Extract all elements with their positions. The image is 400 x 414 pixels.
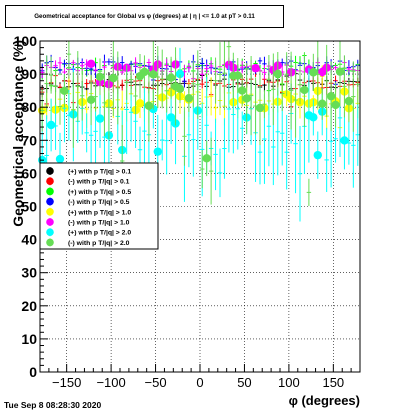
legend-entry: (+) with p T/|q| > 0.1: [68, 169, 131, 176]
data-point: [313, 150, 322, 160]
data-point: [140, 67, 149, 77]
legend-marker: [46, 197, 54, 206]
y-tick-label: 50: [21, 199, 37, 215]
y-tick-label: 90: [21, 66, 37, 82]
x-tick-label: 150: [322, 375, 344, 390]
chart-title: Geometrical acceptance for Global vs φ (…: [5, 5, 284, 28]
y-tick-label: 40: [21, 232, 37, 248]
data-point: [46, 120, 56, 130]
data-point: [86, 95, 96, 105]
data-point: [166, 73, 176, 82]
legend-marker: [46, 177, 54, 185]
data-point: [95, 114, 105, 123]
x-tick-label: −150: [52, 375, 81, 390]
data-point: [184, 93, 194, 103]
x-tick-label: 0: [196, 375, 203, 390]
legend-marker: [46, 238, 54, 247]
legend: [39, 162, 159, 250]
timestamp: Tue Sep 8 08:28:30 2020: [4, 400, 102, 410]
data-point: [326, 92, 336, 101]
data-point: [238, 86, 247, 95]
y-tick-label: 80: [21, 99, 37, 115]
legend-entry: (-) with p T/|q| > 0.1: [68, 179, 130, 186]
data-point: [109, 73, 118, 83]
legend-entry: (+) with p T/|q| > 1.0: [68, 209, 131, 216]
data-point: [318, 99, 327, 108]
x-tick-label: −100: [96, 375, 125, 390]
data-point: [55, 154, 65, 164]
y-tick-label: 20: [21, 298, 37, 314]
data-point: [344, 96, 354, 106]
data-point: [86, 59, 96, 69]
x-tick-label: 100: [278, 375, 300, 390]
y-tick-label: 30: [21, 265, 37, 281]
legend-entry: (-) with p T/|q| > 0.5: [68, 199, 130, 206]
legend-entry: (+) with p T/|q| > 0.5: [68, 189, 131, 196]
data-point: [202, 154, 211, 163]
legend-marker: [46, 187, 54, 196]
data-point: [166, 113, 176, 122]
data-point: [153, 147, 162, 156]
data-point: [273, 69, 282, 79]
data-point: [251, 63, 260, 73]
y-tick-label: 0: [29, 364, 37, 380]
y-tick-label: 70: [21, 132, 37, 148]
legend-entry: (-) with p T/|q| > 1.0: [68, 220, 130, 227]
data-point: [331, 100, 340, 110]
data-point: [309, 68, 318, 77]
y-axis-label: Geometrical acceptance (%): [10, 40, 26, 227]
legend-entry: (+) with p T/|q| > 2.0: [68, 230, 131, 237]
data-point: [149, 70, 158, 79]
data-point: [255, 103, 265, 113]
data-point: [175, 84, 185, 93]
data-point: [95, 72, 105, 81]
data-point: [300, 85, 309, 95]
legend-marker: [46, 208, 54, 216]
legend-marker: [46, 228, 54, 236]
x-axis-label: φ (degrees): [289, 393, 360, 408]
data-point: [233, 71, 242, 80]
data-point: [340, 136, 349, 145]
legend-marker: [46, 218, 54, 226]
legend-entry: (-) with p T/|q| > 2.0: [68, 240, 130, 247]
y-tick-label: 10: [21, 331, 37, 347]
x-tick-label: −50: [145, 375, 167, 390]
x-tick-label: 50: [237, 375, 251, 390]
data-point: [144, 101, 154, 111]
y-tick-label: 60: [21, 165, 37, 181]
data-point: [309, 113, 318, 122]
data-point: [60, 86, 69, 96]
data-point: [175, 69, 185, 79]
data-point: [335, 67, 345, 76]
y-tick-label: 100: [14, 33, 38, 49]
data-point: [242, 94, 251, 103]
legend-marker: [46, 167, 54, 175]
data-point: [135, 99, 145, 108]
